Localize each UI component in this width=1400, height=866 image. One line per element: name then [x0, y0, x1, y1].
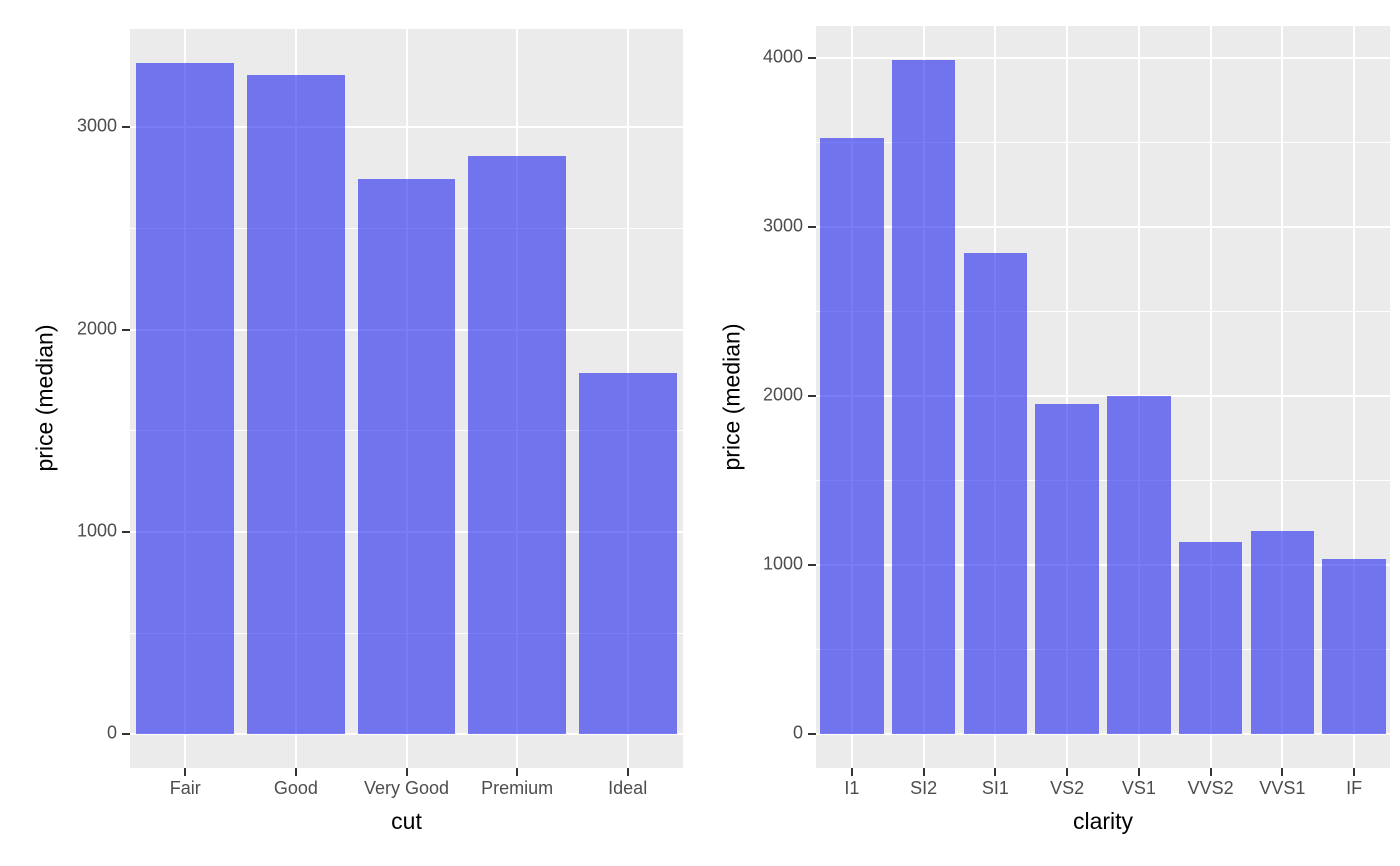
plot-panel — [816, 26, 1390, 768]
y-axis-title: price (median) — [31, 324, 58, 472]
y-tick-mark-1000 — [122, 531, 130, 534]
bar-vs1 — [1107, 396, 1171, 735]
y-tick-mark-0 — [808, 733, 816, 736]
y-tick-mark-2000 — [808, 395, 816, 398]
y-tick-label-0: 0 — [792, 722, 803, 743]
x-tick-mark-0 — [850, 768, 853, 776]
x-tick-label-6: VVS1 — [1259, 778, 1306, 798]
x-tick-mark-4 — [1137, 768, 1140, 776]
gridline-major-h-3000 — [816, 226, 1390, 229]
x-tick-mark-5 — [1209, 768, 1212, 776]
x-tick-label-4: Ideal — [608, 778, 648, 798]
gridline-major-h-4000 — [816, 57, 1390, 59]
bar-if — [1322, 558, 1386, 735]
x-tick-mark-2 — [405, 768, 408, 776]
bar-ideal — [578, 373, 677, 735]
x-tick-label-2: Very Good — [363, 778, 450, 798]
x-tick-mark-1 — [922, 768, 925, 776]
gridline-major-v-7 — [1353, 26, 1356, 768]
x-tick-mark-3 — [1066, 768, 1069, 776]
gridline-minor-h-2500 — [816, 311, 1390, 313]
x-tick-mark-0 — [184, 768, 187, 776]
y-tick-mark-4000 — [808, 57, 816, 59]
gridline-major-v-5 — [1209, 26, 1212, 768]
x-tick-label-0: Fair — [169, 778, 201, 798]
gridline-minor-h-3500 — [816, 142, 1390, 144]
x-tick-mark-1 — [294, 768, 297, 776]
x-tick-mark-3 — [516, 768, 519, 776]
bar-vs2 — [1035, 403, 1099, 735]
x-tick-label-2: SI1 — [981, 778, 1009, 798]
y-tick-label-3000: 3000 — [76, 115, 117, 136]
x-tick-mark-4 — [626, 768, 629, 776]
bar-very-good — [357, 178, 456, 735]
x-tick-label-1: SI2 — [910, 778, 938, 798]
y-axis-title: price (median) — [718, 323, 745, 471]
y-tick-label-2000: 2000 — [762, 384, 803, 405]
y-tick-label-1000: 1000 — [76, 520, 117, 541]
bar-vvs2 — [1178, 541, 1243, 735]
y-tick-label-1000: 1000 — [762, 553, 803, 574]
bar-i1 — [820, 137, 884, 735]
x-tick-label-4: VS1 — [1121, 778, 1156, 798]
bar-si1 — [963, 253, 1028, 735]
gridline-major-v-6 — [1281, 26, 1284, 768]
bar-si2 — [891, 59, 956, 735]
x-axis-title: cut — [391, 808, 422, 834]
x-tick-label-3: VS2 — [1050, 778, 1085, 798]
x-tick-label-7: IF — [1346, 778, 1363, 798]
x-axis-title: clarity — [1072, 808, 1134, 834]
x-tick-label-5: VVS2 — [1187, 778, 1234, 798]
cut-bar-chart: 0 1000 2000 3000 Fair Good Very Good Premium Ide… — [31, 29, 683, 834]
y-tick-label-3000: 3000 — [762, 215, 803, 236]
bar-good — [247, 74, 345, 735]
x-tick-label-1: Good — [273, 778, 318, 798]
gridline-major-h-2000 — [816, 395, 1390, 398]
x-tick-mark-2 — [994, 768, 997, 776]
y-tick-label-4000: 4000 — [762, 46, 803, 67]
x-tick-mark-7 — [1353, 768, 1356, 776]
y-tick-mark-1000 — [808, 564, 816, 567]
y-tick-mark-3000 — [808, 226, 816, 229]
x-tick-label-0: I1 — [844, 778, 860, 798]
plot-panel — [130, 29, 683, 768]
gridline-major-h-0 — [816, 733, 1390, 736]
gridline-major-h-1000 — [816, 564, 1390, 567]
clarity-bar-chart: 0 1000 2000 3000 4000 I1 SI2 SI1 VS2 VS1 VVS2 VVS1 I… — [700, 0, 1400, 866]
bar-vvs1 — [1250, 531, 1315, 735]
bar-fair — [136, 62, 235, 735]
y-tick-mark-0 — [122, 733, 130, 736]
gridline-major-v-3 — [1066, 26, 1069, 768]
bar-premium — [468, 155, 567, 735]
y-tick-mark-2000 — [122, 328, 130, 331]
gridline-minor-h-1500 — [816, 480, 1390, 482]
x-tick-label-3: Premium — [481, 778, 554, 798]
y-tick-label-0: 0 — [106, 723, 117, 744]
gridline-minor-h-500 — [816, 649, 1390, 651]
x-tick-mark-6 — [1281, 768, 1284, 776]
y-tick-mark-3000 — [122, 126, 130, 129]
y-tick-label-2000: 2000 — [76, 318, 117, 339]
